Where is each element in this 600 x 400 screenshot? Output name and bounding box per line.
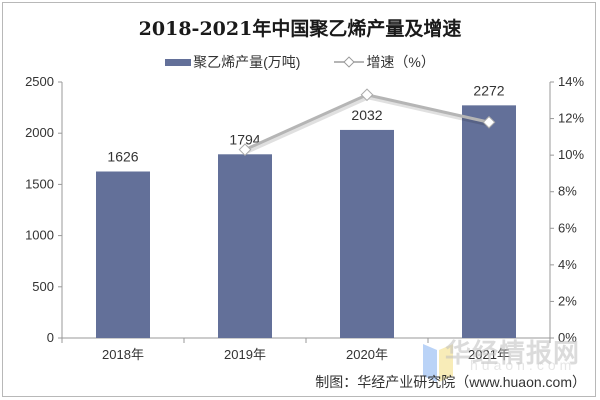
x-tick-label: 2019年 <box>224 347 266 362</box>
x-tick-label: 2021年 <box>468 347 510 362</box>
y-left-tick-label: 0 <box>47 330 54 345</box>
bar <box>96 171 150 338</box>
line-point-marker <box>482 115 496 129</box>
line-point-marker <box>238 143 252 157</box>
x-tick-label: 2018年 <box>102 347 144 362</box>
bar <box>218 154 272 338</box>
watermark: 华经情报网 <box>445 338 581 368</box>
legend: 聚乙烯产量(万吨) 增速（%） <box>0 52 600 72</box>
source-credit: 制图：华经产业研究院（www.huaon.com） <box>315 374 586 390</box>
bar <box>340 129 394 338</box>
x-tick-label: 2020年 <box>346 347 388 362</box>
y-left-tick-label: 2000 <box>25 125 54 140</box>
y-right-tick-label: 2% <box>558 293 577 308</box>
legend-label-production: 聚乙烯产量(万吨) <box>193 54 301 70</box>
legend-item-growth: 增速（%） <box>334 52 435 72</box>
y-left-tick-label: 500 <box>32 279 54 294</box>
y-right-tick-label: 6% <box>558 220 577 235</box>
y-right-tick-label: 14% <box>558 74 584 89</box>
bars: 1626 1794 2032 2272 <box>96 82 516 338</box>
y-right-tick-label: 8% <box>558 184 577 199</box>
legend-item-production: 聚乙烯产量(万吨) <box>165 52 300 72</box>
bar-value-label: 1626 <box>107 148 138 164</box>
bar-value-label: 2272 <box>473 82 504 98</box>
bar-swatch-icon <box>165 58 192 66</box>
y-right-tick-label: 0% <box>558 330 577 345</box>
legend-label-growth: 增速（%） <box>366 54 435 70</box>
y-right-tick-label: 10% <box>558 147 584 162</box>
y-right-tick-label: 12% <box>558 111 584 126</box>
line-point-marker <box>360 88 374 102</box>
line-marker-icon <box>334 56 365 68</box>
y-right-tick-label: 4% <box>558 257 577 272</box>
y-left-tick-label: 2500 <box>25 74 54 89</box>
bar-value-label: 2032 <box>351 107 382 123</box>
growth-line <box>238 88 496 157</box>
y-left-tick-label: 1000 <box>25 228 54 243</box>
bar <box>462 105 516 338</box>
y-left-tick-label: 1500 <box>25 176 54 191</box>
bar-value-label: 1794 <box>229 131 260 147</box>
watermark-sub: huaon.com <box>470 357 576 373</box>
chart-title: 2018-2021年中国聚乙烯产量及增速 <box>138 18 462 40</box>
watermark-logo-icon <box>423 344 453 382</box>
